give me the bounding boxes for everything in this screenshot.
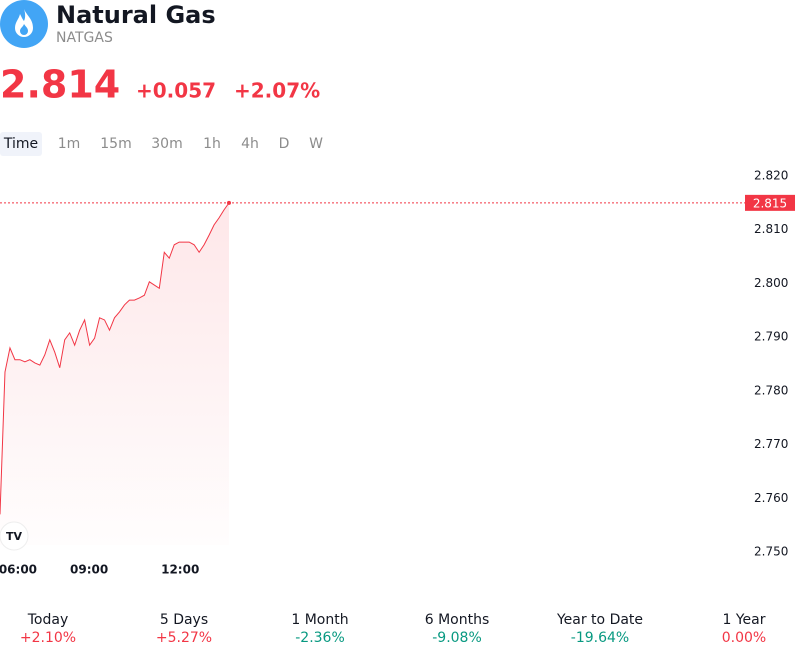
y-tick-label: 2.770 <box>754 437 788 451</box>
y-tick-label: 2.800 <box>754 276 788 290</box>
x-tick-label: 06:00 <box>0 563 37 577</box>
tradingview-logo: TV <box>0 521 29 551</box>
tab[interactable]: 30m <box>151 136 182 152</box>
performance-value: +5.27% <box>156 630 212 646</box>
tab[interactable]: 1h <box>203 136 221 152</box>
chart: 2.820 2.810 2.800 2.790 2.780 2.770 2.760 2.750… <box>0 169 795 559</box>
tabs: Time 1m 15m 30m 1h 4h D W <box>3 136 323 152</box>
tab[interactable]: W <box>309 136 323 152</box>
y-tick-label: 2.760 <box>754 491 788 505</box>
tab[interactable]: 15m <box>100 136 131 152</box>
logo-icon <box>0 0 48 48</box>
performance-value: -2.36% <box>295 630 345 646</box>
tab-selected-bg <box>0 132 42 156</box>
price-line <box>0 202 230 515</box>
performance-period: Year to Date <box>556 612 643 628</box>
x-axis: 06:00 09:00 12:00 <box>0 563 199 577</box>
performance-period: Today <box>27 612 69 628</box>
price-change-percent: +2.07% <box>234 79 320 103</box>
y-tick-label: 2.750 <box>754 545 788 559</box>
performance-value: +2.10% <box>20 630 76 646</box>
y-tick-label: 2.780 <box>754 383 788 397</box>
price: 2.814 <box>0 63 120 107</box>
y-tick-label: 2.790 <box>754 330 788 344</box>
tab[interactable]: 4h <box>241 136 259 152</box>
instrument-symbol: NATGAS <box>56 30 113 46</box>
performance-period: 1 Year <box>723 612 766 628</box>
x-tick-label: 09:00 <box>70 563 108 577</box>
tab[interactable]: Time <box>3 136 38 152</box>
performance-value: -9.08% <box>432 630 482 646</box>
price-change: +0.057 <box>136 79 216 103</box>
x-tick-label: 12:00 <box>161 563 199 577</box>
y-tick-label: 2.820 <box>754 169 788 183</box>
instrument-name: Natural Gas <box>56 1 216 29</box>
area-fill <box>0 202 229 546</box>
performance-value: -19.64% <box>571 630 629 646</box>
performance-period: 5 Days <box>160 612 208 628</box>
performance-value: 0.00% <box>722 630 766 646</box>
tab[interactable]: D <box>279 136 290 152</box>
performance-period: 1 Month <box>291 612 348 628</box>
performance-period: 6 Months <box>425 612 490 628</box>
svg-text:TV: TV <box>6 530 23 543</box>
last-price-label: 2.815 <box>753 196 787 210</box>
y-tick-label: 2.810 <box>754 222 788 236</box>
tab[interactable]: 1m <box>58 136 81 152</box>
performance: Today +2.10% 5 Days +5.27% 1 Month -2.36% 6 Mo… <box>20 612 766 646</box>
last-price-tag <box>745 194 795 211</box>
